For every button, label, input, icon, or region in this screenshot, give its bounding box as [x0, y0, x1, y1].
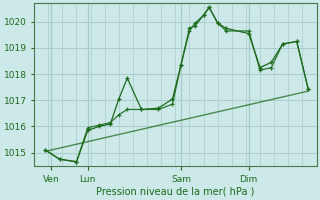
X-axis label: Pression niveau de la mer( hPa ): Pression niveau de la mer( hPa ) [96, 187, 254, 197]
